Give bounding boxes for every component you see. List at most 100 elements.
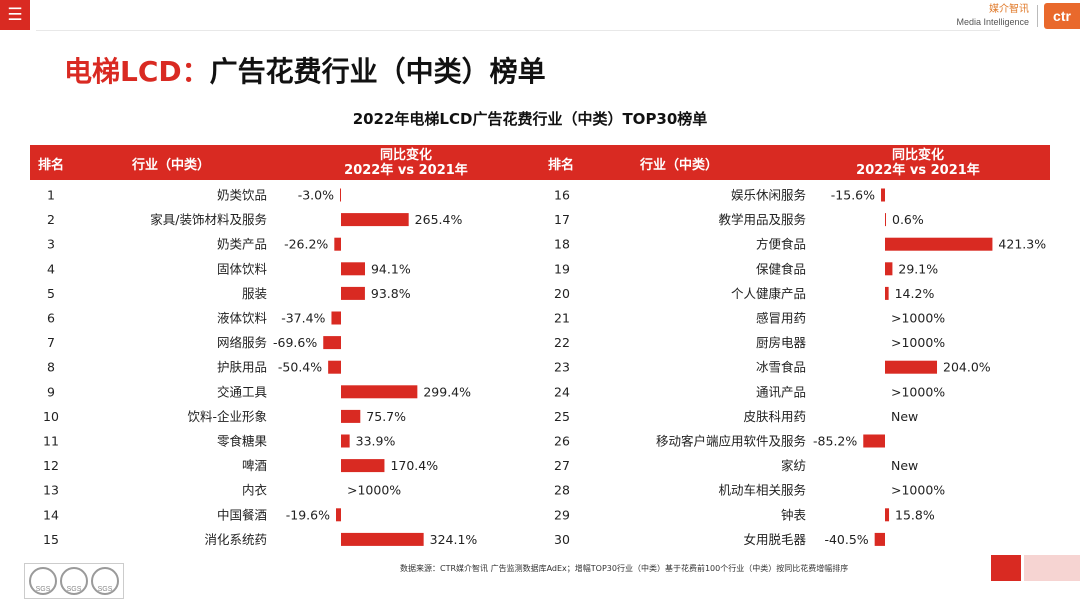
data-label: -3.0% xyxy=(298,188,334,203)
page-title-prefix: 电梯LCD： xyxy=(64,55,210,88)
footer-pink-block xyxy=(1024,555,1080,581)
rank-label: 28 xyxy=(554,483,570,498)
data-label: New xyxy=(891,409,918,424)
logo-divider xyxy=(1037,5,1038,27)
logo-en-text: Media Intelligence xyxy=(956,17,1029,27)
bar xyxy=(885,508,890,522)
industry-label: 网络服务 xyxy=(217,335,267,350)
bar xyxy=(341,262,365,276)
rank-label: 9 xyxy=(47,384,55,399)
bar xyxy=(341,286,365,300)
data-label: 94.1% xyxy=(371,261,411,276)
industry-label: 交通工具 xyxy=(217,384,268,399)
industry-label: 冰雪食品 xyxy=(756,360,806,375)
rank-label: 29 xyxy=(554,507,570,522)
bar xyxy=(341,385,418,399)
rank-label: 14 xyxy=(43,507,59,522)
industry-label: 中国餐酒 xyxy=(217,507,267,522)
data-label: 33.9% xyxy=(356,434,396,449)
data-label: 0.6% xyxy=(892,212,924,227)
industry-label: 消化系统药 xyxy=(204,532,267,547)
rank-label: 24 xyxy=(554,384,570,399)
data-label: -50.4% xyxy=(278,360,322,375)
header-change-line1: 同比变化 xyxy=(891,148,944,163)
industry-label: 固体饮料 xyxy=(217,261,268,276)
industry-label: 娱乐休闲服务 xyxy=(731,188,806,203)
bar xyxy=(341,532,424,546)
data-label: 421.3% xyxy=(998,237,1046,252)
bar xyxy=(885,360,938,374)
menu-icon: ☰ xyxy=(7,5,23,25)
rank-label: 8 xyxy=(47,360,55,375)
industry-label: 内衣 xyxy=(242,483,268,498)
bar xyxy=(881,188,885,202)
bar xyxy=(863,434,885,448)
data-label: -37.4% xyxy=(281,311,325,326)
bar xyxy=(885,237,993,251)
rank-label: 3 xyxy=(47,237,55,252)
data-label: -40.5% xyxy=(824,532,868,547)
bar xyxy=(885,286,889,300)
rank-label: 13 xyxy=(43,483,59,498)
data-label: 75.7% xyxy=(366,409,406,424)
data-label: -69.6% xyxy=(273,335,317,350)
data-label: >1000% xyxy=(891,335,945,350)
data-label: 204.0% xyxy=(943,360,991,375)
bar xyxy=(341,409,361,423)
rank-label: 5 xyxy=(47,286,55,301)
bar xyxy=(323,336,341,350)
data-label: -26.2% xyxy=(284,237,328,252)
industry-label: 机动车相关服务 xyxy=(718,483,806,498)
header-rank-left: 排名 xyxy=(38,158,65,173)
header-industry-right: 行业（中类） xyxy=(640,158,719,173)
industry-label: 教学用品及服务 xyxy=(718,212,806,227)
data-label: 324.1% xyxy=(430,532,478,547)
rank-label: 20 xyxy=(554,286,570,301)
industry-label: 奶类饮品 xyxy=(217,188,267,203)
bar xyxy=(341,459,385,473)
industry-label: 个人健康产品 xyxy=(731,286,806,301)
rank-label: 1 xyxy=(47,188,55,203)
rank-label: 11 xyxy=(43,434,59,449)
rank-label: 2 xyxy=(47,212,55,227)
rank-label: 12 xyxy=(43,458,59,473)
rank-label: 26 xyxy=(554,434,570,449)
data-label: 265.4% xyxy=(415,212,463,227)
rank-label: 18 xyxy=(554,237,570,252)
industry-label: 通讯产品 xyxy=(756,384,806,399)
industry-label: 女用脱毛器 xyxy=(743,532,806,547)
rank-label: 30 xyxy=(554,532,570,547)
data-label: >1000% xyxy=(891,483,945,498)
sgs-seal-icon: SGS xyxy=(60,567,88,595)
header-change-line2: 2022年 vs 2021年 xyxy=(344,163,468,178)
bar xyxy=(334,237,341,251)
footer-red-block xyxy=(991,555,1021,581)
header-change-line2: 2022年 vs 2021年 xyxy=(856,163,980,178)
sgs-seal-icon: SGS xyxy=(91,567,119,595)
industry-label: 保健食品 xyxy=(756,261,806,276)
rank-label: 17 xyxy=(554,212,570,227)
certification-seals: SGS SGS SGS xyxy=(24,563,124,599)
rank-label: 22 xyxy=(554,335,570,350)
header-change-left: 同比变化 2022年 vs 2021年 xyxy=(326,148,486,178)
industry-label: 感冒用药 xyxy=(756,311,806,326)
industry-label: 厨房电器 xyxy=(756,335,807,350)
industry-label: 家具/装饰材料及服务 xyxy=(150,212,267,227)
industry-label: 家纺 xyxy=(781,458,806,473)
bar xyxy=(874,532,885,546)
ctr-logo: 媒介智讯 Media Intelligence ctr xyxy=(956,2,1080,30)
header-industry-left: 行业（中类） xyxy=(132,158,211,173)
data-label: 15.8% xyxy=(895,507,935,522)
bar xyxy=(885,213,886,227)
menu-button[interactable]: ☰ xyxy=(0,0,30,30)
industry-label: 奶类产品 xyxy=(217,237,267,252)
chart-title: 2022年电梯LCD广告花费行业（中类）TOP30榜单 xyxy=(352,110,708,128)
industry-label: 啤酒 xyxy=(242,458,267,473)
industry-label: 零食糖果 xyxy=(217,434,268,449)
rank-label: 25 xyxy=(554,409,570,424)
industry-label: 服装 xyxy=(242,286,267,301)
bar xyxy=(341,213,409,227)
industry-label: 钟表 xyxy=(781,507,807,522)
bar xyxy=(341,434,350,448)
